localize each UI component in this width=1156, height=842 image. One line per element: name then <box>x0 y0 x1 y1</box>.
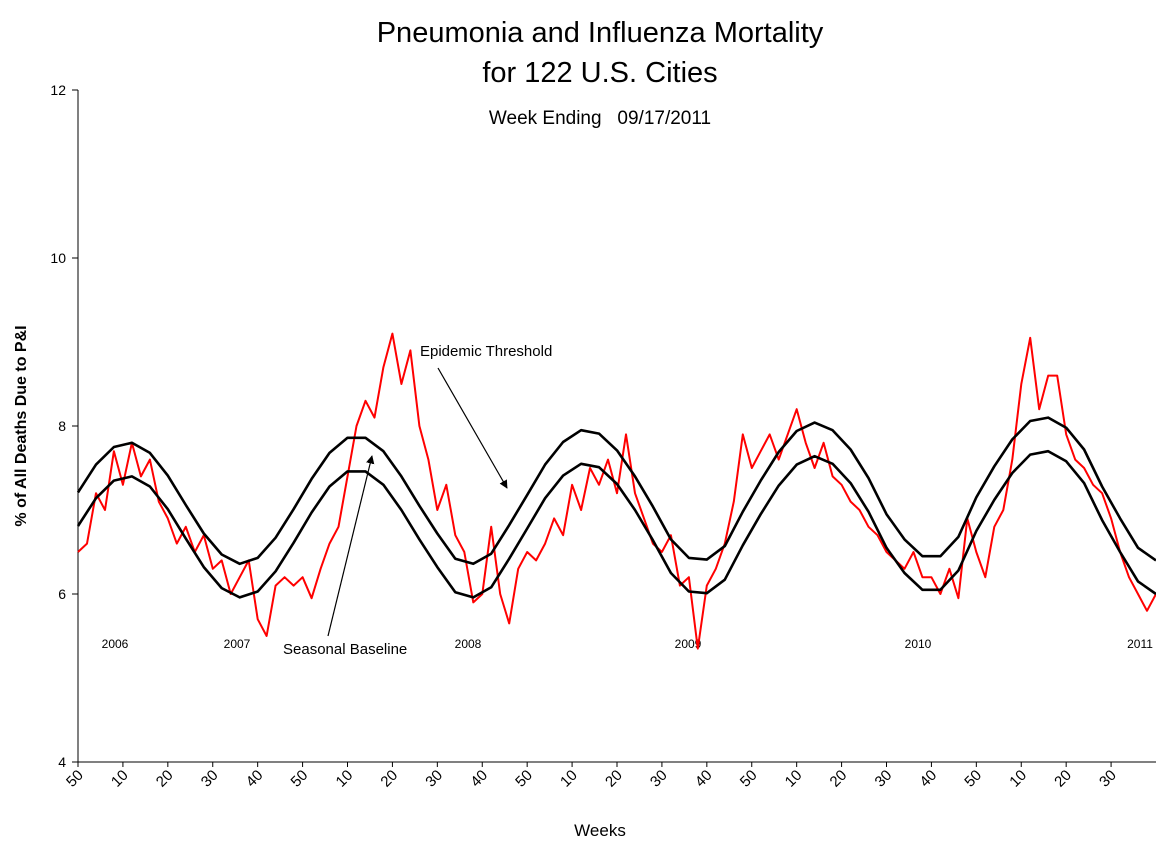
x-tick-label: 10 <box>333 767 357 791</box>
year-label: 2007 <box>224 637 251 651</box>
x-tick-label: 50 <box>63 767 87 791</box>
x-tick-label: 10 <box>557 767 581 791</box>
x-axis-label: Weeks <box>574 821 626 840</box>
x-tick-label: 50 <box>288 767 312 791</box>
chart-title: Pneumonia and Influenza Mortality <box>377 17 824 49</box>
x-tick-label: 30 <box>647 767 671 791</box>
x-tick-label: 50 <box>961 767 985 791</box>
x-tick-label: 20 <box>1051 767 1075 791</box>
x-tick-label: 30 <box>422 767 446 791</box>
series-line <box>77 332 1156 650</box>
x-tick-label: 10 <box>1006 767 1030 791</box>
y-tick-label: 6 <box>58 586 66 602</box>
y-tick-label: 4 <box>58 754 66 770</box>
x-tick-label: 10 <box>108 767 132 791</box>
annotation-arrow <box>327 455 375 637</box>
x-tick-label: 40 <box>243 767 267 791</box>
series-line <box>76 449 1156 599</box>
x-tick-label: 40 <box>467 767 491 791</box>
series-line <box>76 416 1156 566</box>
year-label: 2011 <box>1127 637 1153 651</box>
y-tick-label: 10 <box>50 250 66 266</box>
year-label: 2008 <box>455 637 482 651</box>
annotation: Epidemic Threshold <box>420 343 552 360</box>
x-tick-label: 50 <box>737 767 761 791</box>
y-axis-label: % of All Deaths Due to P&I <box>13 325 30 526</box>
x-tick-label: 10 <box>782 767 806 791</box>
chart-title: for 122 U.S. Cities <box>482 57 717 89</box>
annotation-arrow <box>437 367 508 489</box>
x-tick-label: 40 <box>916 767 940 791</box>
y-tick-label: 8 <box>58 418 66 434</box>
year-label: 2006 <box>102 637 129 651</box>
x-tick-label: 20 <box>153 767 177 791</box>
year-label: 2009 <box>675 637 702 651</box>
annotation: Seasonal Baseline <box>283 641 407 658</box>
x-tick-label: 30 <box>1096 767 1120 791</box>
x-tick-label: 30 <box>872 767 896 791</box>
x-tick-label: 20 <box>377 767 401 791</box>
x-tick-label: 20 <box>827 767 851 791</box>
x-tick-label: 50 <box>512 767 536 791</box>
chart-subtitle: Week Ending 09/17/2011 <box>489 108 711 129</box>
x-tick-label: 40 <box>692 767 716 791</box>
x-tick-label: 30 <box>198 767 222 791</box>
x-tick-label: 20 <box>602 767 626 791</box>
year-label: 2010 <box>905 637 932 651</box>
y-tick-label: 12 <box>50 82 66 98</box>
